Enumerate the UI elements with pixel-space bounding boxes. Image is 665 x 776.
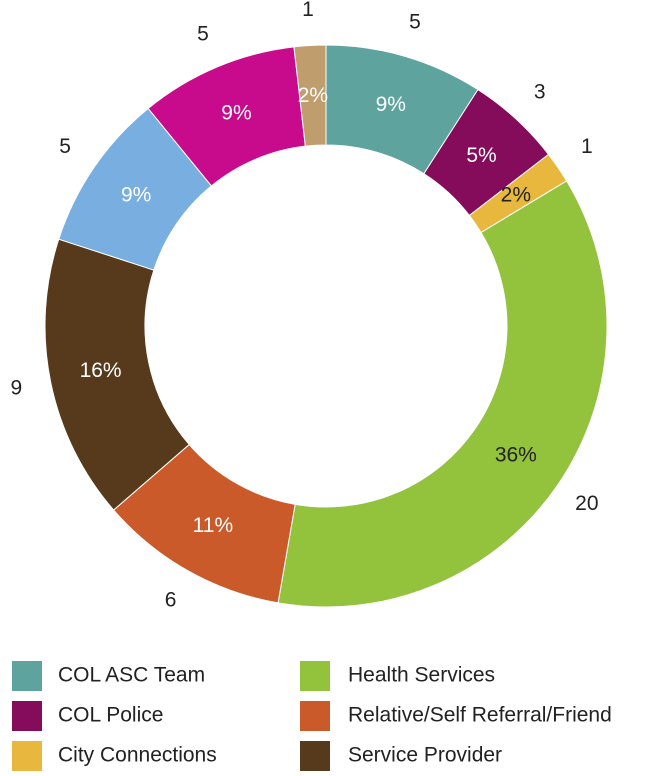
value-label: 6: [165, 589, 177, 612]
value-label: 5: [409, 10, 421, 33]
value-label: 20: [575, 492, 598, 515]
value-label: 3: [534, 81, 546, 104]
value-label: 1: [581, 135, 593, 158]
legend-label: Service Provider: [348, 744, 502, 767]
legend-label: COL ASC Team: [58, 664, 205, 687]
legend-swatch: [12, 661, 42, 691]
value-label: 9: [10, 376, 22, 399]
legend-label: Health Services: [348, 664, 495, 687]
percent-label: 9%: [121, 184, 151, 207]
legend-label: COL Police: [58, 704, 163, 727]
percent-label: 16%: [80, 359, 122, 382]
value-label: 5: [197, 22, 209, 45]
percent-label: 9%: [221, 102, 251, 125]
legend-swatch: [12, 741, 42, 771]
legend-label: City Connections: [58, 744, 217, 767]
donut-slice: [293, 44, 327, 147]
legend-swatch: [300, 661, 330, 691]
percent-label: 11%: [193, 514, 233, 537]
donut-slice: [277, 180, 608, 608]
percent-label: 36%: [495, 443, 537, 466]
value-label: 5: [59, 135, 71, 158]
percent-label: 5%: [466, 144, 496, 167]
percent-label: 9%: [376, 93, 406, 116]
legend-swatch: [300, 741, 330, 771]
value-label: 1: [302, 0, 314, 21]
percent-label: 2%: [501, 184, 531, 207]
percent-label: 2%: [298, 84, 328, 107]
legend-swatch: [300, 701, 330, 731]
legend-label: Relative/Self Referral/Friend: [348, 704, 612, 727]
legend-swatch: [12, 701, 42, 731]
